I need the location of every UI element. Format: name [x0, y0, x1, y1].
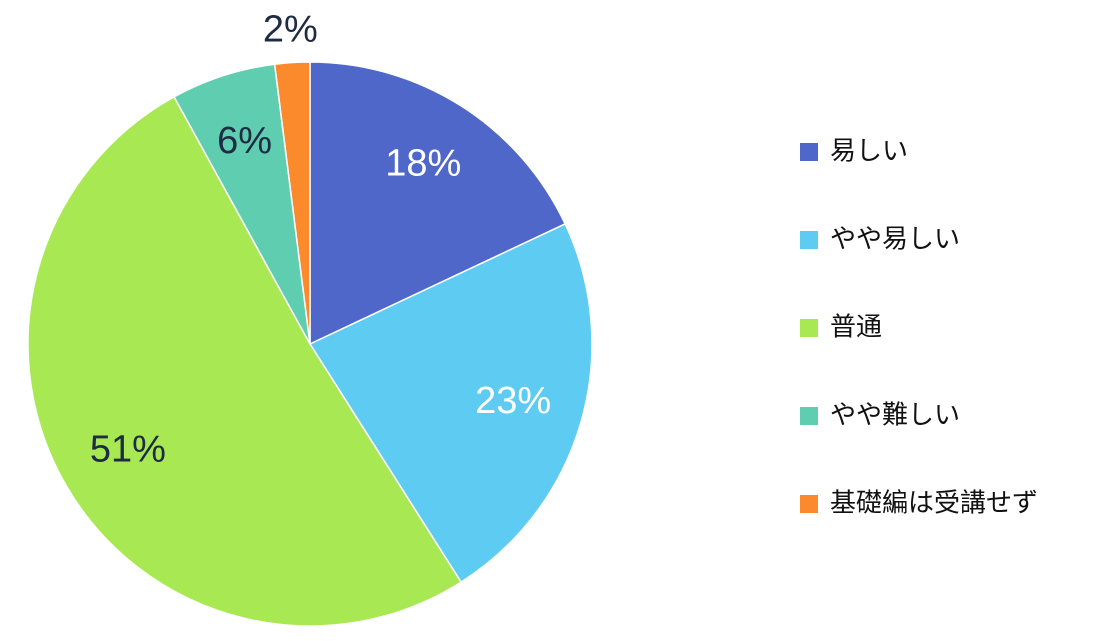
legend-swatch [800, 319, 818, 337]
legend-swatch [800, 495, 818, 513]
pie-slice [309, 61, 567, 346]
legend-swatch [800, 231, 818, 249]
pie-slice [308, 222, 593, 584]
legend-label: やや易しい [830, 225, 960, 255]
legend-label: 基礎編は受講せず [830, 489, 1038, 519]
pie-slice [273, 61, 311, 345]
data-label: 18% [385, 142, 461, 184]
data-label: 6% [217, 120, 272, 162]
data-label: 51% [90, 429, 166, 471]
data-label: 2% [263, 9, 318, 51]
legend-label: やや難しい [830, 401, 960, 431]
legend-swatch [800, 143, 818, 161]
data-label: 23% [475, 380, 551, 422]
pie-slice [27, 95, 463, 627]
legend-swatch [800, 407, 818, 425]
legend-label: 普通 [830, 313, 882, 343]
legend-label: 易しい [830, 137, 908, 167]
